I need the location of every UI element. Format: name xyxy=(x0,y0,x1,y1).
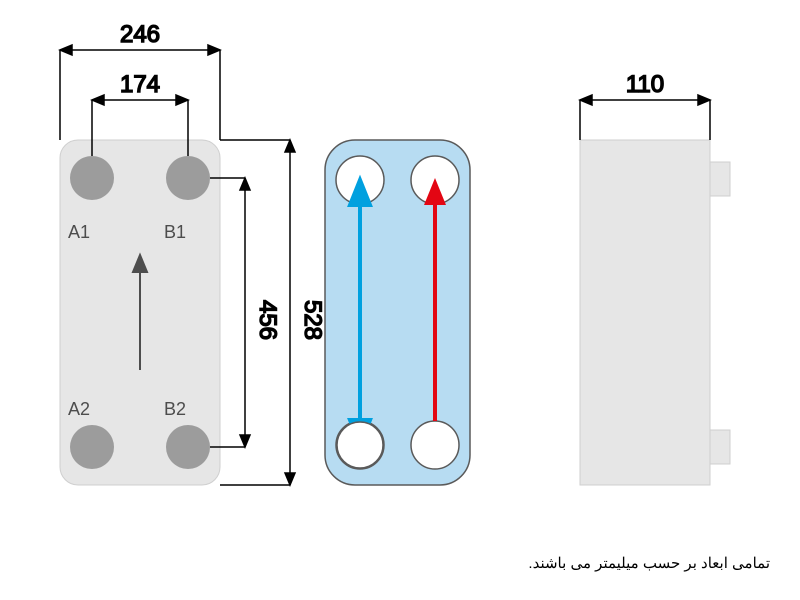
flow-port-bl-redraw xyxy=(337,422,383,468)
port-a1 xyxy=(70,156,114,200)
nozzle-bottom xyxy=(710,430,730,464)
technical-drawing-svg: A1 B1 A2 B2 246 174 456 xyxy=(0,0,800,600)
dim-456-text: 456 xyxy=(254,300,281,340)
port-a2 xyxy=(70,425,114,469)
side-view xyxy=(580,140,730,485)
label-a2: A2 xyxy=(68,399,90,419)
dim-110: 110 xyxy=(580,71,710,140)
flow-view xyxy=(325,140,470,485)
nozzle-top xyxy=(710,162,730,196)
label-b2: B2 xyxy=(164,399,186,419)
port-b2 xyxy=(166,425,210,469)
diagram-container: A1 B1 A2 B2 246 174 456 xyxy=(0,0,800,600)
footnote-text: تمامی ابعاد بر حسب میلیمتر می باشند. xyxy=(528,554,770,572)
port-b1 xyxy=(166,156,210,200)
front-view: A1 B1 A2 B2 xyxy=(60,140,220,485)
flow-port-br xyxy=(411,421,459,469)
dim-456: 456 xyxy=(210,178,281,447)
side-body xyxy=(580,140,710,485)
dim-246-text: 246 xyxy=(120,21,160,48)
label-b1: B1 xyxy=(164,222,186,242)
dim-528-text: 528 xyxy=(299,300,326,340)
dim-174-text: 174 xyxy=(120,71,160,98)
label-a1: A1 xyxy=(68,222,90,242)
dim-110-text: 110 xyxy=(626,71,664,98)
